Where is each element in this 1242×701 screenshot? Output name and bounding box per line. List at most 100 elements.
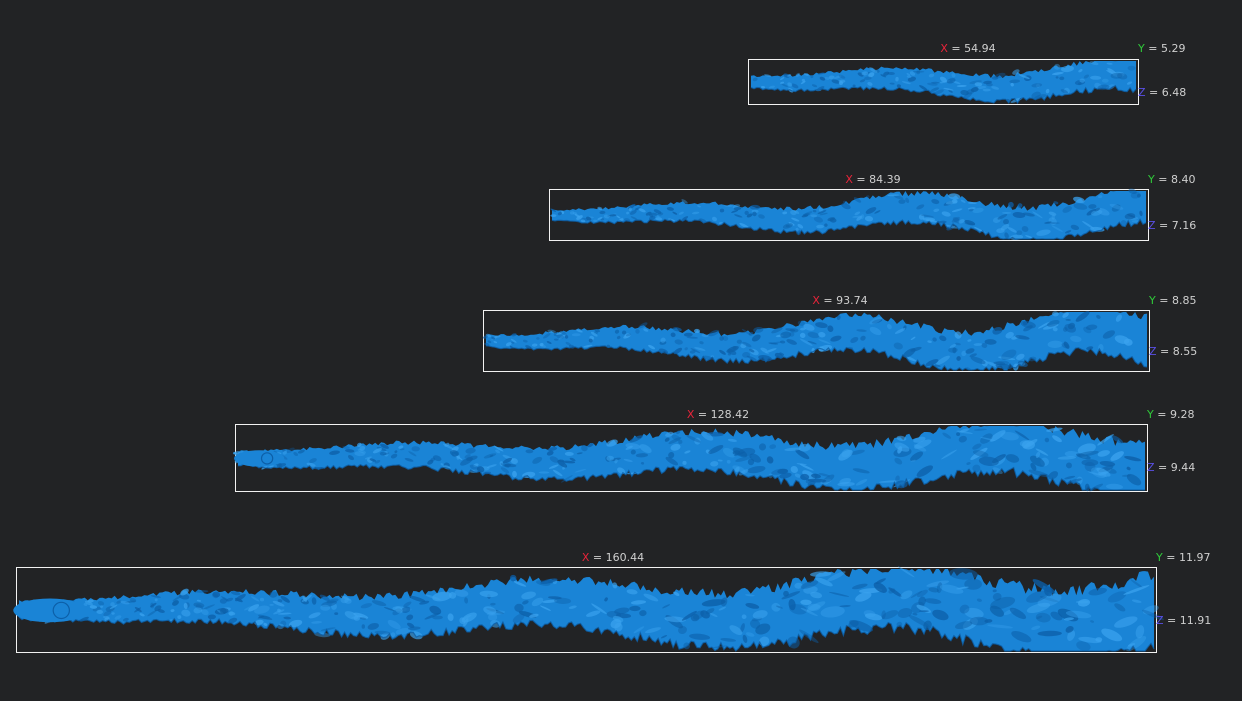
mesh-fold	[487, 340, 492, 344]
mesh-fold	[664, 437, 670, 442]
mesh-fold	[1114, 616, 1138, 628]
specimen-5[interactable]	[13, 566, 1164, 653]
mesh-fold	[967, 339, 972, 342]
mesh-fold	[1031, 83, 1043, 88]
mesh-fold	[732, 346, 737, 350]
mesh-fold	[354, 451, 365, 457]
mesh-fold	[1123, 338, 1133, 346]
mesh-fold	[1036, 83, 1040, 88]
mesh-shape[interactable]	[232, 424, 1148, 492]
mesh-fold	[635, 329, 640, 334]
mesh-fold	[570, 211, 575, 215]
mesh-fold	[980, 436, 996, 442]
mesh-fold	[673, 591, 680, 597]
mesh-fold	[841, 449, 851, 458]
mesh-fold	[490, 602, 496, 606]
mesh-fold	[900, 590, 913, 600]
mesh-fold	[682, 460, 687, 465]
mesh-fold	[635, 207, 639, 211]
specimen-3[interactable]	[483, 310, 1150, 372]
mesh-fold	[683, 332, 693, 337]
specimen-2[interactable]	[549, 188, 1149, 241]
mesh-fold	[670, 332, 676, 338]
mesh-fold	[351, 614, 362, 619]
dimension-x-label: X = 93.74	[812, 295, 867, 307]
mesh-fold	[694, 347, 706, 351]
mesh-fold	[170, 609, 175, 613]
separator: =	[852, 173, 870, 186]
mesh-fold	[483, 453, 497, 459]
separator: =	[1144, 42, 1161, 55]
mesh-fold	[810, 75, 814, 79]
mesh-fold	[909, 71, 916, 76]
mesh-fold	[193, 607, 203, 614]
mesh-fold	[795, 449, 810, 460]
mesh-fold	[1038, 321, 1050, 329]
mesh-fold	[752, 211, 757, 217]
mesh-fold	[258, 614, 273, 621]
mesh-fold	[1094, 207, 1100, 212]
mesh-fold	[830, 335, 842, 342]
mesh-fold	[432, 591, 452, 602]
mesh-fold	[668, 451, 675, 459]
mesh-fold	[1131, 599, 1142, 603]
mesh-fold	[934, 364, 941, 368]
mesh-fold	[811, 84, 818, 88]
mesh-fold	[810, 591, 823, 599]
mesh-fold	[800, 580, 819, 589]
mesh-shape[interactable]	[483, 310, 1150, 372]
mesh-fold	[390, 632, 396, 637]
mesh-fold	[536, 580, 551, 586]
mesh-fold	[719, 336, 724, 341]
mesh-fold	[606, 439, 618, 447]
specimen-1[interactable]	[748, 59, 1139, 105]
mesh-fold	[357, 448, 367, 454]
mesh-fold	[1110, 72, 1123, 79]
dimension-x-label: X = 128.42	[687, 409, 749, 421]
mesh-fold	[1004, 232, 1009, 239]
mesh-fold	[1131, 220, 1140, 223]
mesh-fold	[888, 587, 903, 598]
separator: =	[1153, 408, 1170, 421]
mesh-fold	[869, 67, 878, 74]
mesh-fold	[586, 216, 592, 221]
mesh-fold	[865, 207, 877, 214]
mesh-fold	[150, 602, 155, 609]
mesh-fold	[952, 347, 957, 354]
separator: =	[1154, 173, 1171, 186]
mesh-fold	[200, 608, 209, 616]
mesh-fold	[925, 219, 938, 223]
mesh-fold	[758, 636, 770, 647]
mesh-shape[interactable]	[549, 188, 1149, 241]
mesh-fold	[765, 348, 777, 353]
mesh-fold	[906, 75, 912, 78]
mesh-fold	[972, 207, 984, 214]
mesh-fold	[400, 448, 405, 451]
mesh-fold	[157, 609, 165, 613]
mesh-fold	[614, 329, 620, 334]
mesh-fold	[1028, 469, 1050, 478]
mesh-fold	[803, 586, 818, 594]
mesh-fold	[794, 473, 801, 478]
mesh-fold	[791, 217, 800, 222]
mesh-fold	[230, 590, 241, 596]
mesh-fold	[532, 456, 543, 464]
mesh-fold	[1052, 311, 1059, 317]
specimen-4[interactable]	[232, 424, 1148, 492]
mesh-fold	[790, 210, 797, 216]
mesh-shape[interactable]	[13, 566, 1164, 653]
mesh-fold	[297, 449, 305, 454]
mesh-fold	[807, 603, 821, 611]
mesh-fold	[511, 333, 517, 337]
mesh-fold	[866, 195, 870, 198]
mesh-fold	[674, 339, 683, 345]
mesh-fold	[779, 352, 785, 356]
mesh-fold	[764, 74, 772, 77]
mesh-fold	[907, 76, 917, 82]
mesh-fold	[992, 592, 1002, 601]
mesh-fold	[745, 602, 760, 609]
mesh-shape[interactable]	[748, 59, 1139, 105]
mesh-fold	[760, 347, 768, 352]
mesh-fold	[269, 591, 278, 598]
